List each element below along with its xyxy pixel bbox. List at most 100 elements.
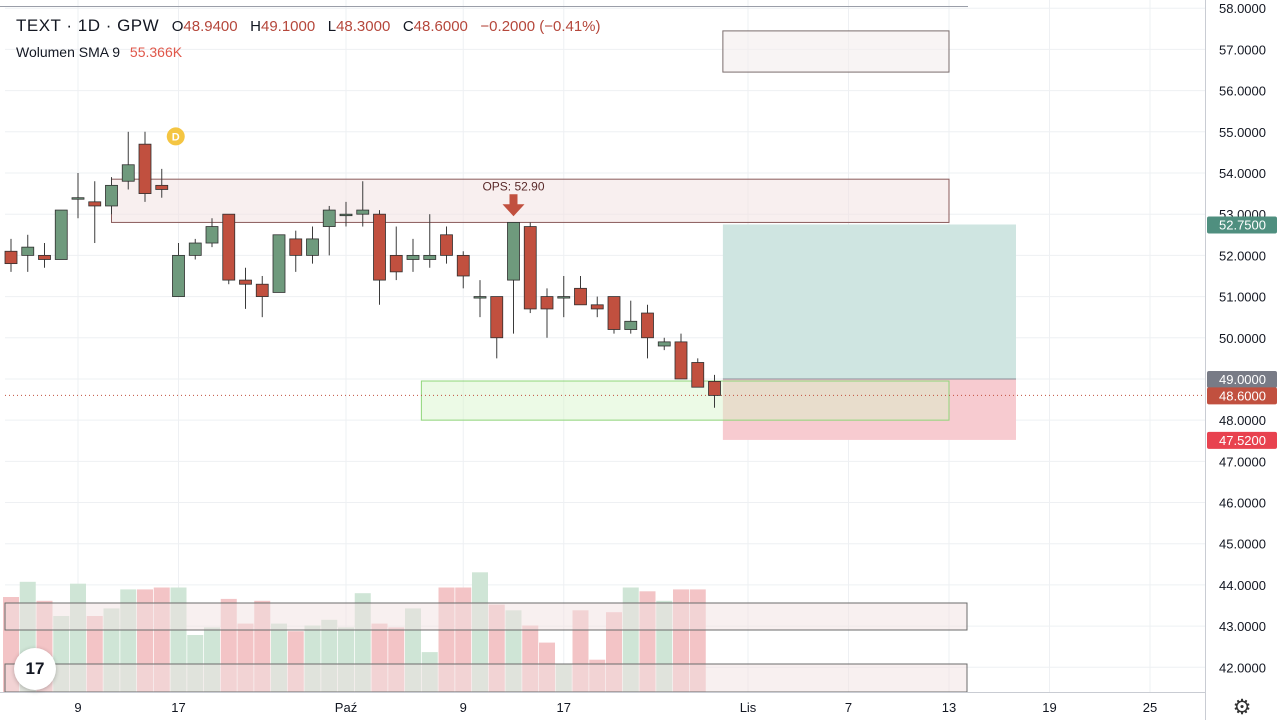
target-zone <box>722 224 1016 379</box>
low-value: 48.3000 <box>336 18 391 35</box>
candle-body <box>473 296 487 299</box>
candle <box>289 230 303 272</box>
candle-body <box>423 254 437 260</box>
candle <box>239 267 252 309</box>
price-tick-label: 44.0000 <box>1219 578 1266 593</box>
tradingview-logo[interactable]: 17 <box>14 648 56 690</box>
candle <box>674 333 688 380</box>
candle-body <box>440 234 453 256</box>
price-tick-label: 51.0000 <box>1219 290 1266 305</box>
candle-body <box>691 362 705 388</box>
annotation-label: OPS: 52.90 <box>482 179 544 193</box>
time-tick-label: 7 <box>845 700 852 715</box>
candle <box>523 222 537 314</box>
high-label: H <box>250 18 261 35</box>
volume-label: Wolumen SMA 9 <box>16 44 121 60</box>
price-tick-label: 55.0000 <box>1219 125 1266 140</box>
candle <box>322 205 336 256</box>
price-label-bg <box>1207 216 1277 234</box>
candle-body <box>155 184 169 190</box>
price-tick-label: 43.0000 <box>1219 619 1266 634</box>
candle <box>54 209 68 260</box>
candle-body <box>71 197 85 200</box>
price-tick-label: 45.0000 <box>1219 537 1266 552</box>
candles <box>4 131 721 408</box>
arrow-down-icon <box>502 194 525 217</box>
candle <box>389 226 403 281</box>
candle <box>21 234 35 272</box>
candle <box>708 374 721 408</box>
price-tick-label: 54.0000 <box>1219 166 1266 181</box>
candle-body <box>674 341 688 380</box>
candle-body <box>172 254 185 297</box>
candle-body <box>708 381 721 396</box>
candle <box>574 275 587 306</box>
price-tick-label: 52.0000 <box>1219 248 1266 263</box>
candle <box>255 275 269 318</box>
candle <box>456 251 470 289</box>
candle-body <box>523 226 537 310</box>
candle-body <box>490 296 504 339</box>
high-value: 49.1000 <box>260 18 316 35</box>
price-tick-label: 58.0000 <box>1219 1 1266 16</box>
candle <box>540 288 554 338</box>
dividend-badge <box>166 127 185 146</box>
candle-body <box>507 222 520 281</box>
zone-upper <box>722 30 950 73</box>
price-label: 52.7500 <box>1207 216 1277 234</box>
zone-resistance <box>111 178 950 223</box>
price-label-text: 48.6000 <box>1219 388 1266 403</box>
price-label-text: 47.5200 <box>1219 433 1266 448</box>
candle <box>440 226 453 264</box>
price-label: 49.0000 <box>1207 370 1277 388</box>
candle-body <box>121 164 135 182</box>
logo-text: 17 <box>25 659 45 678</box>
price-label-bg <box>1207 387 1277 405</box>
time-tick-label: Paź <box>335 700 357 715</box>
low-label: L <box>327 18 337 35</box>
candle <box>205 218 219 248</box>
candle <box>121 131 135 190</box>
candle-body <box>188 242 202 256</box>
candle-body <box>222 213 236 281</box>
price-tick-label: 57.0000 <box>1219 42 1266 57</box>
close-label: C <box>402 18 414 35</box>
candle-body <box>88 201 102 207</box>
candle-body <box>657 341 671 347</box>
candle-body <box>54 209 68 260</box>
candle-body <box>105 184 118 207</box>
candle-body <box>138 143 152 194</box>
candle-body <box>205 226 219 244</box>
candle-body <box>356 209 370 215</box>
candle <box>356 181 370 227</box>
candle-body <box>373 213 386 281</box>
gear-icon[interactable]: ⚙ <box>1232 696 1252 719</box>
candle <box>691 358 705 388</box>
candle-body <box>21 246 35 256</box>
chart-legend: TEXT · 1D · GPW O48.9400 H49.1000 L48.30… <box>16 16 601 36</box>
price-tick-label: 48.0000 <box>1219 413 1266 428</box>
candle-body <box>38 254 51 260</box>
price-label-bg <box>1207 431 1277 449</box>
price-tick-label: 50.0000 <box>1219 331 1266 346</box>
candle-body <box>590 304 604 310</box>
candle <box>188 238 202 260</box>
time-tick-label: Lis <box>740 700 757 715</box>
price-tick-label: 46.0000 <box>1219 496 1266 511</box>
candle-body <box>607 296 621 330</box>
volume-zone <box>4 663 968 693</box>
price-label-text: 49.0000 <box>1219 372 1266 387</box>
candle <box>155 168 169 198</box>
volume-bar <box>472 572 488 692</box>
zone-support <box>420 380 950 421</box>
price-tick-label: 42.0000 <box>1219 660 1266 675</box>
candle <box>138 131 152 202</box>
candle <box>222 213 236 285</box>
volume-legend: Wolumen SMA 9 55.366K <box>16 44 182 60</box>
candle-body <box>306 238 319 256</box>
candle <box>88 181 102 244</box>
candle-body <box>339 213 353 217</box>
close-value: 48.6000 <box>413 18 468 35</box>
candle-body <box>641 312 654 339</box>
